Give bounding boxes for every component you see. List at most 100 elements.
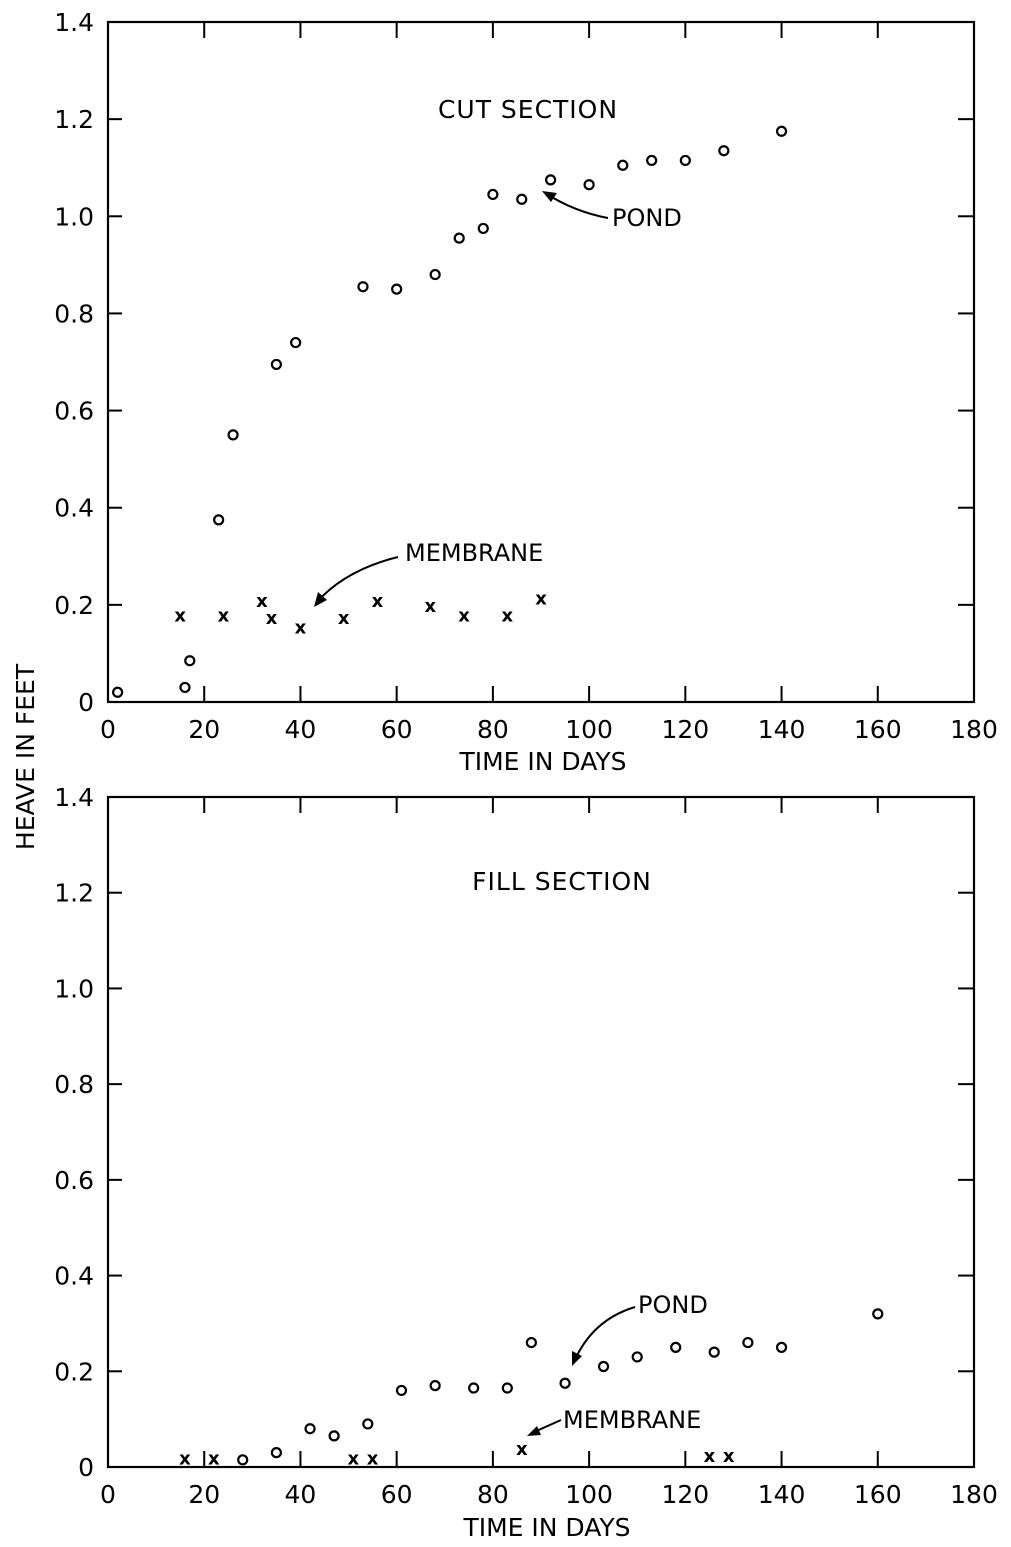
cut-section-y-tick-label: 1.0 (54, 202, 94, 231)
fill-section-pond-point (775, 1341, 788, 1353)
fill-section-y-tick-label: 0.6 (54, 1166, 94, 1195)
cut-section-y-tick-label: 0.8 (54, 299, 94, 328)
fill-section-membrane-point: x (179, 1448, 191, 1469)
cut-section-pond-point (646, 154, 658, 167)
cut-section-x-tick-labels: 0 20 40 60 80 100 120 140 160 180 (100, 715, 998, 744)
fill-section-pond-point (742, 1336, 754, 1349)
cut-section-pond-point (184, 655, 196, 667)
fill-section-membrane-annotation: MEMBRANE (527, 1406, 701, 1436)
fill-section-y-tick-label: 0.4 (54, 1262, 94, 1291)
cut-section-pond-point (270, 358, 282, 371)
cut-section-x-tick-label: 20 (188, 715, 220, 744)
fill-section-x-tick-label: 120 (661, 1480, 709, 1509)
cut-section-y-tick-label: 1.2 (54, 105, 94, 134)
fill-section-pond-point (597, 1360, 610, 1373)
cut-section-plot-frame (106, 20, 976, 704)
fill-section-x-tick-label: 100 (565, 1480, 613, 1509)
cut-section-pond-point (112, 686, 124, 698)
cut-section-membrane-point: x (266, 608, 278, 629)
cut-section-pond-point (227, 429, 239, 441)
cut-section-x-tick-label: 100 (565, 715, 613, 744)
fill-section-x-tick-label: 40 (285, 1480, 317, 1509)
cut-section-membrane-arrowhead (314, 592, 327, 607)
fill-section-pond-point (237, 1454, 249, 1466)
cut-section-y-tick-label: 0 (78, 688, 94, 717)
cut-section-panel: 0 20 40 60 80 100 120 140 160 180 0 0.2 0.4 0.6 0.8 1.… (54, 8, 998, 776)
fill-section-pond-point (270, 1447, 282, 1459)
cut-section-pond-point (179, 681, 191, 694)
cut-section-x-tick-label: 120 (661, 715, 709, 744)
cut-section-membrane-arrow (315, 556, 399, 604)
fill-section-y-tick-labels: 0 0.2 0.4 0.6 0.8 1.0 1.2 1.4 (54, 783, 94, 1482)
cut-section-membrane-point: x (425, 596, 437, 617)
fill-section-membrane-point: x (704, 1446, 716, 1467)
fill-section-y-tick-label: 1.2 (54, 879, 94, 908)
cut-section-membrane-annotation: MEMBRANE (314, 539, 543, 607)
cut-section-membrane-label: MEMBRANE (405, 539, 543, 567)
fill-section-pond-point (708, 1346, 720, 1358)
fill-section-x-tick-label: 180 (950, 1480, 998, 1509)
fill-section-y-tick-label: 0.2 (54, 1357, 94, 1386)
cut-section-ticks (108, 22, 974, 702)
cut-section-y-tick-labels: 0 0.2 0.4 0.6 0.8 1.0 1.2 1.4 (54, 8, 94, 717)
cut-section-pond-point (391, 283, 403, 295)
fill-section-membrane-label: MEMBRANE (563, 1406, 701, 1434)
fill-section-x-tick-label: 140 (758, 1480, 806, 1509)
fill-section-pond-points (237, 1308, 884, 1466)
cut-section-membrane-point: x (372, 591, 384, 612)
cut-section-membrane-point: x (174, 606, 186, 627)
fill-section-x-tick-labels: 0 20 40 60 80 100 120 140 160 180 (100, 1480, 998, 1509)
cut-section-pond-point (290, 336, 302, 349)
cut-section-pond-annotation: POND (542, 191, 682, 232)
fill-section-pond-point (670, 1341, 682, 1353)
cut-section-y-tick-label: 1.4 (54, 8, 94, 37)
cut-section-membrane-points: x xxx x xx x x xx (174, 589, 547, 639)
fill-section-pond-point (304, 1423, 316, 1435)
fill-section-membrane-point: x (348, 1448, 360, 1469)
y-axis-title: HEAVE IN FEET (11, 663, 40, 850)
fill-section-pond-arrow (573, 1306, 636, 1363)
fill-section-pond-point (328, 1430, 340, 1442)
fill-section-y-tick-label: 1.0 (54, 974, 94, 1003)
cut-section-pond-point (516, 193, 528, 205)
fill-section-x-tick-label: 60 (381, 1480, 413, 1509)
fill-section-x-tick-label: 80 (477, 1480, 509, 1509)
cut-section-membrane-point: x (295, 618, 307, 639)
cut-section-x-tick-label: 140 (758, 715, 806, 744)
fill-section-pond-arrowhead (572, 1351, 582, 1366)
fill-section-membrane-point: x (516, 1439, 528, 1460)
fill-section-plot-frame (106, 795, 976, 1469)
fill-section-y-tick-label: 0 (78, 1453, 94, 1482)
cut-section-membrane-point: x (256, 591, 268, 612)
cut-section-pond-point (617, 159, 629, 171)
fill-section-title: FILL SECTION (472, 867, 652, 896)
cut-section-membrane-point: x (338, 608, 350, 629)
cut-section-y-tick-label: 0.4 (54, 494, 94, 523)
fill-section-pond-label: POND (638, 1291, 708, 1319)
cut-section-pond-point (477, 222, 489, 235)
cut-section-pond-point (453, 232, 465, 244)
cut-section-pond-point (679, 154, 691, 167)
cut-section-x-tick-label: 160 (854, 715, 902, 744)
fill-section-x-tick-label: 0 (100, 1480, 116, 1509)
cut-section-membrane-point: x (502, 606, 514, 627)
cut-section-x-tick-label: 0 (100, 715, 116, 744)
fill-section-x-axis-title: TIME IN DAYS (462, 1513, 630, 1542)
cut-section-membrane-point: x (218, 606, 230, 627)
cut-section-pond-point (429, 268, 441, 281)
fill-section-membrane-point: x (208, 1448, 220, 1469)
cut-section-pond-point (213, 514, 225, 526)
cut-section-x-tick-label: 80 (477, 715, 509, 744)
fill-section-y-tick-label: 0.8 (54, 1070, 94, 1099)
fill-section-membrane-point: x (723, 1446, 735, 1467)
cut-section-membrane-point: x (535, 589, 547, 610)
fill-section-pond-point (362, 1418, 374, 1430)
fill-section-pond-point (501, 1382, 513, 1394)
cut-section-membrane-point: x (458, 606, 470, 627)
fill-section-panel: 0 20 40 60 80 100 120 140 160 180 0 0.2 0.4 0.6 0.8 1.… (54, 783, 998, 1542)
cut-section-title: CUT SECTION (438, 95, 618, 124)
fill-section-pond-point (468, 1382, 480, 1394)
cut-section-x-tick-label: 60 (381, 715, 413, 744)
